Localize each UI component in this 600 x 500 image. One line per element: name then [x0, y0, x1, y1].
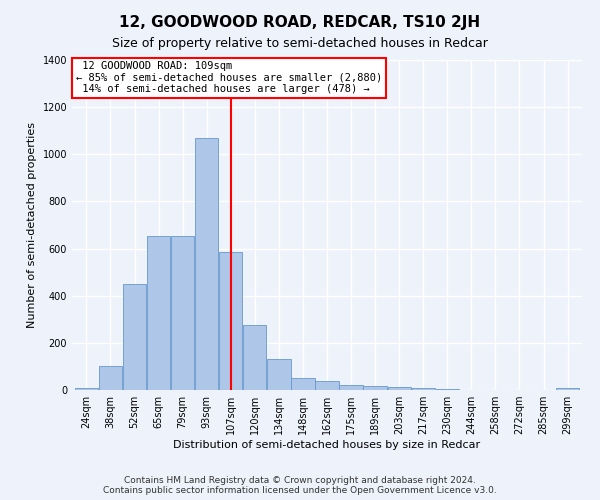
X-axis label: Distribution of semi-detached houses by size in Redcar: Distribution of semi-detached houses by … [173, 440, 481, 450]
Bar [123, 284, 146, 390]
Bar [75, 388, 98, 390]
Bar [364, 386, 387, 390]
Bar [99, 366, 122, 390]
Bar [171, 236, 194, 390]
Bar [556, 388, 579, 390]
Text: 12 GOODWOOD ROAD: 109sqm
← 85% of semi-detached houses are smaller (2,880)
 14% : 12 GOODWOOD ROAD: 109sqm ← 85% of semi-d… [76, 61, 382, 94]
Bar [195, 138, 218, 390]
Bar [388, 387, 411, 390]
Text: Contains HM Land Registry data © Crown copyright and database right 2024.
Contai: Contains HM Land Registry data © Crown c… [103, 476, 497, 495]
Y-axis label: Number of semi-detached properties: Number of semi-detached properties [27, 122, 37, 328]
Bar [412, 388, 435, 390]
Bar [243, 325, 266, 390]
Text: 12, GOODWOOD ROAD, REDCAR, TS10 2JH: 12, GOODWOOD ROAD, REDCAR, TS10 2JH [119, 15, 481, 30]
Bar [436, 389, 459, 390]
Text: Size of property relative to semi-detached houses in Redcar: Size of property relative to semi-detach… [112, 38, 488, 51]
Bar [316, 381, 338, 390]
Bar [219, 252, 242, 390]
Bar [340, 385, 363, 390]
Bar [147, 236, 170, 390]
Bar [267, 360, 290, 390]
Bar [291, 378, 314, 390]
